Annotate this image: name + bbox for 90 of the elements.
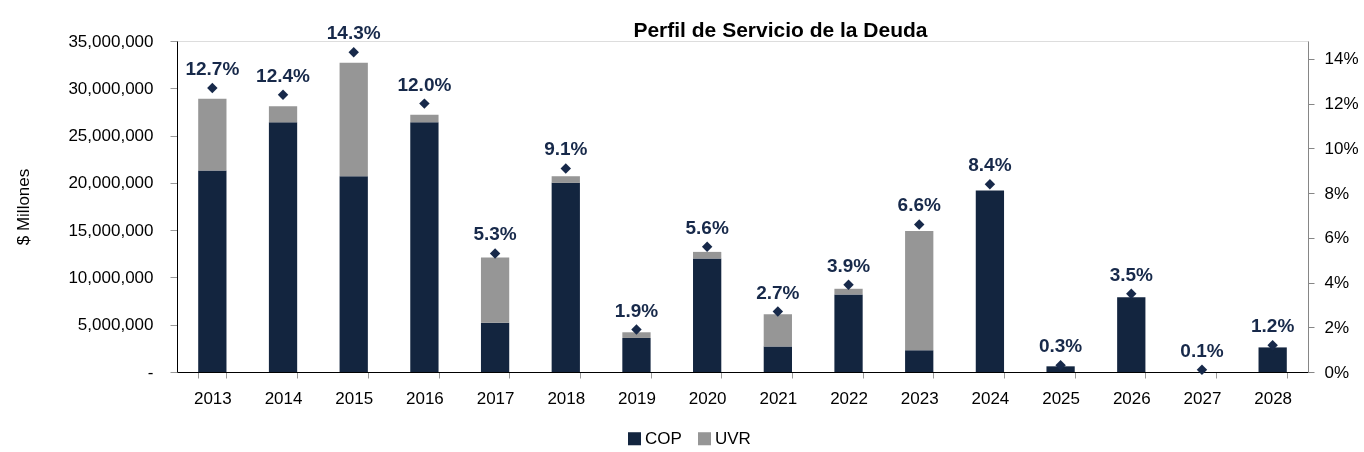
data-label: 1.2%	[1251, 315, 1295, 337]
y-tick-label: 10,000,000	[68, 267, 154, 287]
y2-tick-label: 12%	[1324, 94, 1359, 114]
x-tick-label: 2021	[759, 388, 798, 408]
bar	[198, 170, 227, 372]
bar	[198, 98, 227, 171]
bar	[339, 176, 368, 372]
point	[207, 82, 218, 94]
x-tick-label: 2019	[618, 388, 656, 408]
x-tick-label: 2018	[547, 388, 586, 408]
x-tick-label: 2014	[264, 388, 303, 408]
bar	[905, 350, 934, 372]
bar	[268, 122, 298, 372]
y-tick-label: 35,000,000	[68, 31, 154, 51]
data-label: 9.1%	[544, 138, 588, 160]
data-label: 8.4%	[968, 154, 1012, 176]
legend-label: COP	[645, 428, 682, 448]
data-label: 12.4%	[256, 64, 311, 86]
point	[1055, 360, 1066, 371]
point	[984, 178, 996, 190]
y-tick-label: 15,000,000	[68, 220, 154, 240]
bar	[480, 257, 510, 323]
x-tick-label: 2017	[476, 388, 515, 408]
bar	[410, 122, 439, 372]
y-tick-label: 5,000,000	[77, 315, 154, 335]
bar	[693, 258, 722, 372]
x-tick-label: 2013	[193, 388, 232, 408]
y2-tick-label: 10%	[1324, 138, 1359, 158]
x-tick-label: 2026	[1112, 388, 1151, 408]
bar	[834, 294, 863, 372]
x-tick-label: 2027	[1183, 388, 1222, 408]
y-tick-label: 30,000,000	[68, 78, 154, 98]
legend-label: UVR	[715, 428, 751, 448]
bar	[622, 337, 651, 372]
point	[843, 279, 854, 291]
x-tick-label: 2025	[1042, 388, 1081, 408]
data-label: 0.1%	[1180, 339, 1224, 361]
bar	[410, 114, 439, 123]
data-label: 14.3%	[326, 22, 381, 44]
y2-tick-label: 8%	[1324, 183, 1350, 203]
x-tick-label: 2022	[830, 388, 868, 408]
y-axis-title: $ Millones	[13, 168, 33, 246]
point	[489, 248, 501, 259]
bar	[763, 314, 792, 347]
data-label: 6.6%	[897, 194, 941, 216]
point	[419, 98, 430, 109]
x-tick-label: 2024	[971, 388, 1010, 408]
point	[277, 89, 289, 100]
y2-tick-label: 14%	[1324, 49, 1359, 69]
y-tick-label: 20,000,000	[68, 173, 154, 193]
point	[1267, 339, 1278, 351]
data-label: 12.0%	[397, 73, 452, 95]
y2-tick-label: 4%	[1324, 273, 1350, 293]
data-label: 3.9%	[826, 254, 871, 276]
bar	[763, 346, 792, 372]
x-tick-label: 2028	[1254, 388, 1293, 408]
data-label: 2.7%	[756, 281, 800, 303]
y-tick-label: -	[147, 362, 154, 382]
x-tick-label: 2016	[405, 388, 444, 408]
data-label: 1.9%	[614, 299, 659, 321]
x-tick-label: 2020	[688, 388, 727, 408]
y2-tick-label: 6%	[1324, 228, 1350, 248]
point	[913, 219, 925, 230]
bar	[268, 106, 298, 123]
data-label: 5.6%	[685, 216, 729, 238]
point	[560, 163, 572, 174]
x-tick-label: 2015	[335, 388, 374, 408]
bar	[551, 176, 580, 183]
data-label: 12.7%	[185, 57, 240, 79]
bar	[834, 288, 863, 295]
chart-title: Perfil de Servicio de la Deuda	[633, 18, 928, 42]
point	[701, 241, 713, 252]
point	[348, 46, 359, 58]
y-tick-label: 25,000,000	[68, 126, 154, 146]
point	[631, 324, 642, 335]
bar	[905, 231, 934, 351]
bar	[693, 251, 722, 259]
bar	[480, 322, 510, 372]
bar	[622, 332, 651, 338]
point	[1126, 288, 1137, 299]
y2-tick-label: 0%	[1324, 362, 1350, 382]
data-label: 3.5%	[1109, 263, 1154, 285]
bar	[551, 182, 580, 372]
data-label: 5.3%	[473, 223, 517, 245]
data-label: 0.3%	[1038, 335, 1083, 357]
bar	[339, 62, 368, 177]
point	[772, 306, 784, 317]
point	[1196, 364, 1208, 376]
x-tick-label: 2023	[900, 388, 939, 408]
y2-tick-label: 2%	[1324, 317, 1350, 337]
